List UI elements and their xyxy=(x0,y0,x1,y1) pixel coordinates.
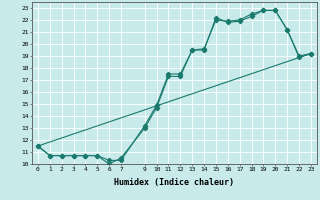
X-axis label: Humidex (Indice chaleur): Humidex (Indice chaleur) xyxy=(115,178,234,187)
